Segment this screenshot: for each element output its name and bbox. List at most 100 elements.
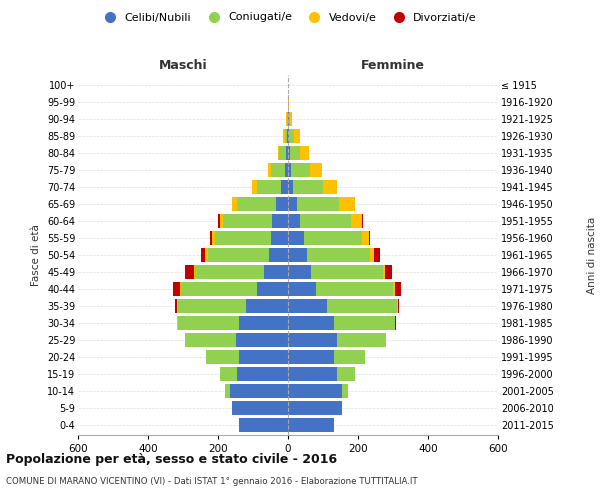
Bar — [361, 214, 363, 228]
Bar — [185, 333, 235, 347]
Bar — [193, 265, 195, 279]
Bar — [316, 282, 393, 296]
Text: Anni di nascita: Anni di nascita — [587, 216, 597, 294]
Bar — [285, 163, 288, 177]
Bar — [177, 299, 178, 313]
Bar — [395, 282, 401, 296]
Bar — [288, 163, 291, 177]
Bar — [288, 231, 304, 245]
Bar — [304, 231, 361, 245]
Bar — [237, 367, 288, 381]
Bar — [283, 129, 284, 143]
Bar — [210, 231, 212, 245]
Bar — [342, 384, 347, 398]
Bar — [239, 316, 288, 330]
Bar — [289, 129, 295, 143]
Bar — [253, 180, 257, 194]
Bar — [284, 129, 287, 143]
Bar — [288, 265, 311, 279]
Bar — [288, 384, 342, 398]
Bar — [288, 367, 337, 381]
Text: Popolazione per età, sesso e stato civile - 2016: Popolazione per età, sesso e stato civil… — [6, 452, 337, 466]
Bar — [269, 248, 288, 262]
Bar — [263, 265, 288, 279]
Bar — [178, 316, 239, 330]
Bar — [397, 299, 398, 313]
Bar — [361, 231, 368, 245]
Bar — [271, 231, 288, 245]
Bar — [334, 350, 365, 364]
Bar — [326, 299, 397, 313]
Bar — [173, 282, 180, 296]
Bar — [257, 282, 288, 296]
Bar — [288, 316, 334, 330]
Bar — [289, 112, 290, 126]
Bar — [307, 248, 370, 262]
Bar — [268, 163, 271, 177]
Bar — [368, 231, 370, 245]
Bar — [277, 146, 279, 160]
Bar — [257, 180, 281, 194]
Bar — [181, 282, 257, 296]
Bar — [323, 180, 337, 194]
Bar — [288, 282, 316, 296]
Bar — [288, 197, 297, 211]
Bar — [337, 367, 355, 381]
Bar — [223, 214, 272, 228]
Bar — [271, 163, 285, 177]
Bar — [206, 350, 239, 364]
Bar — [239, 418, 288, 432]
Bar — [212, 231, 215, 245]
Bar — [232, 197, 237, 211]
Bar — [239, 350, 288, 364]
Bar — [339, 197, 355, 211]
Text: COMUNE DI MARANO VICENTINO (VI) - Dati ISTAT 1° gennaio 2016 - Elaborazione TUTT: COMUNE DI MARANO VICENTINO (VI) - Dati I… — [6, 478, 418, 486]
Bar — [272, 214, 288, 228]
Bar — [393, 282, 395, 296]
Bar — [288, 129, 289, 143]
Bar — [290, 112, 292, 126]
Bar — [374, 248, 380, 262]
Bar — [175, 299, 177, 313]
Bar — [185, 265, 193, 279]
Bar — [215, 231, 271, 245]
Bar — [370, 248, 374, 262]
Bar — [288, 299, 326, 313]
Bar — [311, 265, 383, 279]
Bar — [334, 316, 395, 330]
Bar — [246, 299, 288, 313]
Bar — [276, 197, 288, 211]
Bar — [295, 129, 299, 143]
Bar — [290, 146, 300, 160]
Bar — [220, 214, 223, 228]
Bar — [310, 163, 322, 177]
Bar — [293, 180, 323, 194]
Bar — [383, 265, 385, 279]
Legend: Celibi/Nubili, Coniugati/e, Vedovi/e, Divorziati/e: Celibi/Nubili, Coniugati/e, Vedovi/e, Di… — [95, 8, 481, 27]
Bar — [395, 316, 396, 330]
Bar — [180, 282, 181, 296]
Bar — [220, 367, 237, 381]
Bar — [288, 146, 290, 160]
Bar — [291, 163, 310, 177]
Bar — [297, 197, 339, 211]
Bar — [235, 333, 288, 347]
Bar — [287, 129, 288, 143]
Bar — [288, 333, 337, 347]
Bar — [178, 299, 246, 313]
Bar — [230, 384, 288, 398]
Bar — [288, 401, 342, 415]
Bar — [195, 265, 263, 279]
Bar — [288, 350, 334, 364]
Text: Maschi: Maschi — [158, 60, 208, 72]
Bar — [286, 146, 288, 160]
Y-axis label: Fasce di età: Fasce di età — [31, 224, 41, 286]
Bar — [385, 265, 392, 279]
Bar — [208, 248, 269, 262]
Bar — [337, 333, 386, 347]
Bar — [300, 214, 351, 228]
Bar — [288, 112, 289, 126]
Bar — [281, 180, 288, 194]
Bar — [237, 197, 276, 211]
Bar — [398, 299, 400, 313]
